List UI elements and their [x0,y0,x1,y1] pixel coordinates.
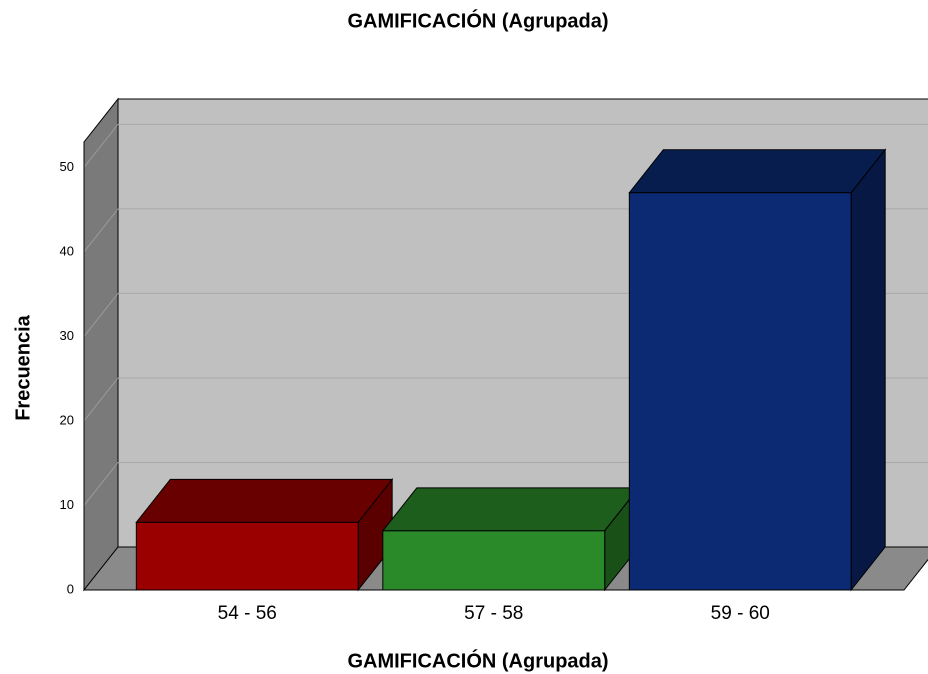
grid-line [83,124,119,168]
x-axis-label: GAMIFICACIÓN (Agrupada) [347,648,608,672]
x-tick-label: 54 - 56 [218,603,277,624]
chart-title: GAMIFICACIÓN (Agrupada) [347,8,608,32]
bar [135,477,394,592]
y-tick-label: 0 [67,581,74,596]
y-tick-label: 30 [60,328,74,343]
x-tick-label: 59 - 60 [711,603,770,624]
bar-front [135,521,359,591]
bar-top [381,487,640,532]
bar [628,148,887,592]
bar-front [628,192,852,591]
y-tick-label: 50 [60,159,74,174]
bar-top [628,149,887,194]
bar-side [850,148,886,592]
grid-line [83,208,119,253]
bar [381,486,640,592]
y-tick-label: 40 [60,243,74,258]
grid-line [83,377,119,422]
grid-line [83,462,119,506]
bar-top [135,478,394,523]
y-tick-label: 20 [60,412,74,427]
y-tick-label: 10 [60,497,74,512]
grid-line [83,293,119,337]
side-wall [83,97,119,592]
bar-front [382,530,606,591]
x-tick-label: 57 - 58 [464,603,523,624]
y-axis-label: Frecuencia [12,314,34,420]
